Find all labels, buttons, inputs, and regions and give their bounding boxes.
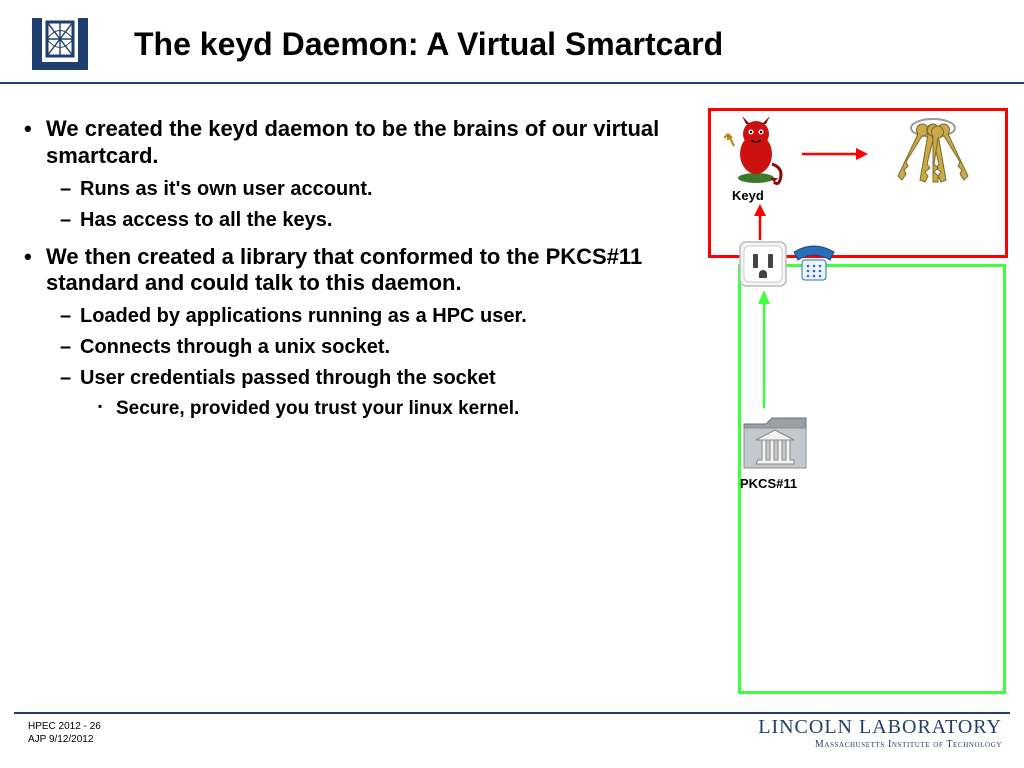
architecture-diagram: Keyd xyxy=(708,108,1008,698)
bullet-text: Secure, provided you trust your linux ke… xyxy=(116,398,519,419)
red-arrow-right-icon xyxy=(800,144,870,164)
bullet-text: User credentials passed through the sock… xyxy=(80,367,496,389)
keyring-icon xyxy=(878,116,988,191)
bullet-text: We then created a library that conformed… xyxy=(46,244,642,296)
footer-rule xyxy=(14,712,1010,714)
slide-body: We created the keyd daemon to be the bra… xyxy=(0,106,1024,708)
bullet-item: Connects through a unix socket. xyxy=(46,334,686,361)
bullet-item: Runs as it's own user account. xyxy=(46,176,686,203)
slide-header: The keyd Daemon: A Virtual Smartcard xyxy=(0,0,1024,82)
bullet-item: Loaded by applications running as a HPC … xyxy=(46,303,686,330)
red-arrow-up-icon xyxy=(750,204,770,242)
bullet-list: We created the keyd daemon to be the bra… xyxy=(16,116,686,428)
bullet-item: Has access to all the keys. xyxy=(46,207,686,234)
footer-line2: AJP 9/12/2012 xyxy=(28,733,101,746)
green-arrow-up-icon xyxy=(754,290,774,410)
lab-subtitle: Massachusetts Institute of Technology xyxy=(758,739,1002,750)
slide-footer: HPEC 2012 - 26 AJP 9/12/2012 LINCOLN LAB… xyxy=(0,712,1024,768)
bullet-text: We created the keyd daemon to be the bra… xyxy=(46,116,659,168)
footer-meta: HPEC 2012 - 26 AJP 9/12/2012 xyxy=(28,720,101,746)
pkcs11-label: PKCS#11 xyxy=(740,476,797,491)
library-folder-icon xyxy=(740,412,810,474)
bullet-item: Secure, provided you trust your linux ke… xyxy=(80,396,686,422)
footer-line1: HPEC 2012 - 26 xyxy=(28,720,101,733)
lincoln-lab-logo-icon xyxy=(28,16,92,72)
lab-name: LINCOLN LABORATORY xyxy=(758,716,1002,739)
power-outlet-icon xyxy=(738,240,788,288)
bullet-text: Has access to all the keys. xyxy=(80,209,332,231)
footer-affiliation: LINCOLN LABORATORY Massachusetts Institu… xyxy=(758,716,1002,750)
slide-title: The keyd Daemon: A Virtual Smartcard xyxy=(134,26,723,63)
daemon-devil-icon xyxy=(724,116,789,186)
phone-icon xyxy=(790,244,838,284)
header-rule xyxy=(0,82,1024,84)
bullet-item: We then created a library that conformed… xyxy=(16,244,686,422)
bullet-text: Connects through a unix socket. xyxy=(80,336,390,358)
keyd-label: Keyd xyxy=(732,188,764,203)
bullet-item: We created the keyd daemon to be the bra… xyxy=(16,116,686,234)
bullet-item: User credentials passed through the sock… xyxy=(46,365,686,422)
bullet-text: Runs as it's own user account. xyxy=(80,178,373,200)
bullet-text: Loaded by applications running as a HPC … xyxy=(80,305,527,327)
